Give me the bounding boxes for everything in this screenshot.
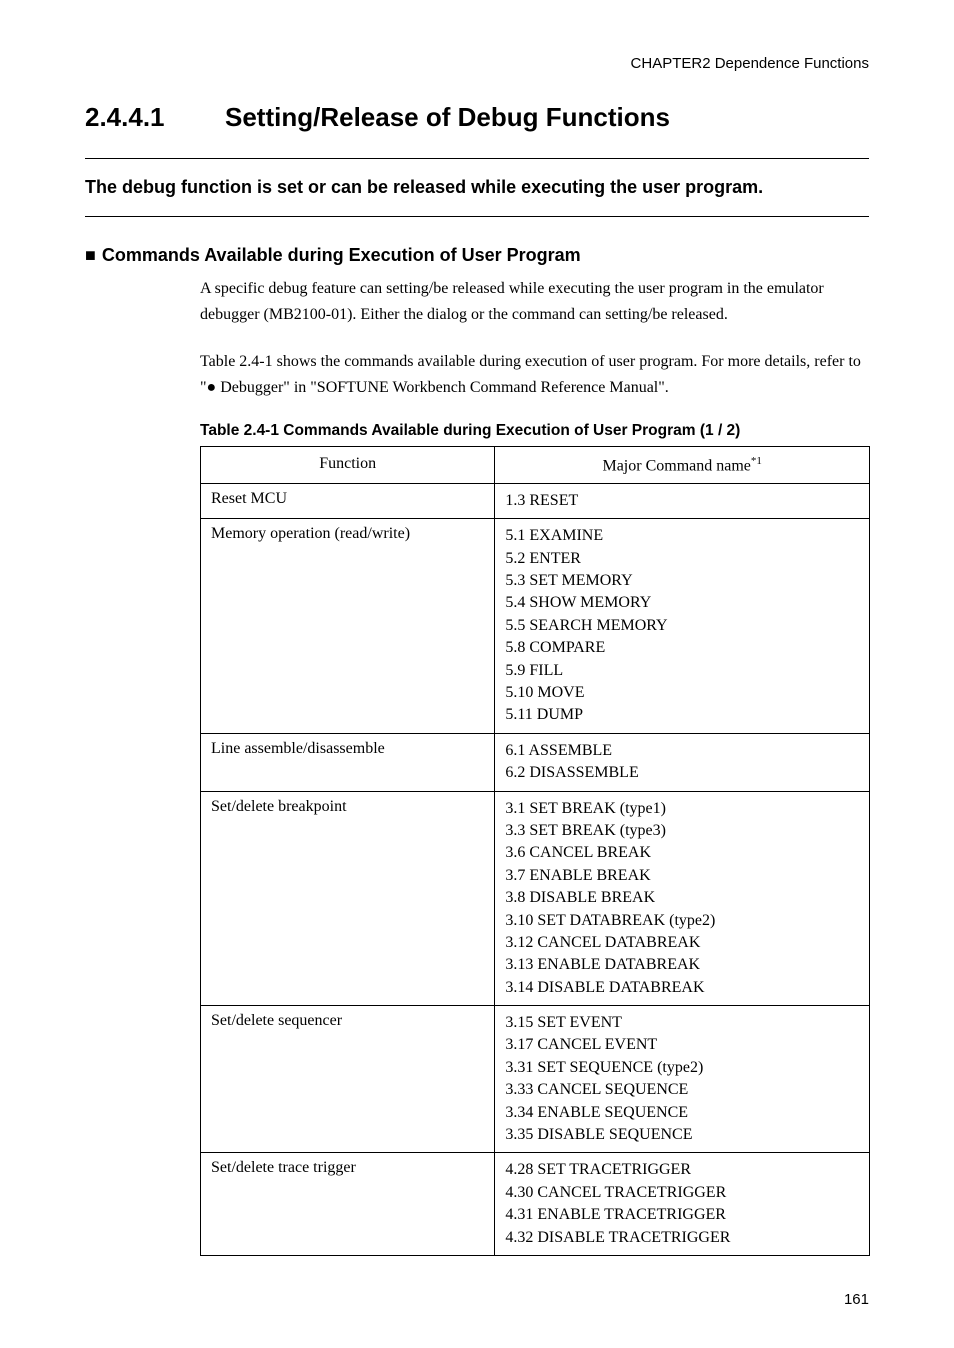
table-cell-function: Set/delete sequencer: [201, 1006, 495, 1153]
table-cell-commands: 3.1 SET BREAK (type1)3.3 SET BREAK (type…: [495, 791, 870, 1006]
table-header-command-label: Major Command name: [602, 457, 750, 474]
table-cell-function: Line assemble/disassemble: [201, 733, 495, 791]
table-row: Set/delete breakpoint3.1 SET BREAK (type…: [201, 791, 870, 1006]
paragraph-2: Table 2.4-1 shows the commands available…: [200, 349, 869, 402]
table-cell-commands: 4.28 SET TRACETRIGGER4.30 CANCEL TRACETR…: [495, 1153, 870, 1256]
divider-bottom: [85, 216, 869, 217]
subsection-heading: ■ Commands Available during Execution of …: [85, 245, 869, 266]
running-header: CHAPTER2 Dependence Functions: [85, 55, 869, 72]
table-header-command-sup: *1: [751, 455, 762, 467]
table-cell-function: Set/delete trace trigger: [201, 1153, 495, 1256]
section-number: 2.4.4.1: [85, 102, 225, 133]
table-header-function: Function: [201, 446, 495, 483]
table-row: Reset MCU1.3 RESET: [201, 483, 870, 518]
paragraph-1: A specific debug feature can setting/be …: [200, 276, 869, 329]
subsection-title: Commands Available during Execution of U…: [102, 245, 581, 265]
section-heading: 2.4.4.1 Setting/Release of Debug Functio…: [85, 102, 869, 133]
page-container: CHAPTER2 Dependence Functions 2.4.4.1 Se…: [0, 0, 954, 1348]
table-cell-function: Memory operation (read/write): [201, 519, 495, 734]
table-caption: Table 2.4-1 Commands Available during Ex…: [200, 422, 869, 440]
table-cell-function: Set/delete breakpoint: [201, 791, 495, 1006]
table-row: Set/delete trace trigger4.28 SET TRACETR…: [201, 1153, 870, 1256]
table-cell-commands: 1.3 RESET: [495, 483, 870, 518]
section-title: Setting/Release of Debug Functions: [225, 102, 869, 133]
section-intro: The debug function is set or can be rele…: [85, 159, 869, 216]
table-header-command: Major Command name*1: [495, 446, 870, 483]
commands-table: Function Major Command name*1 Reset MCU1…: [200, 446, 870, 1256]
page-number: 161: [85, 1291, 869, 1308]
table-header-row: Function Major Command name*1: [201, 446, 870, 483]
table-row: Memory operation (read/write)5.1 EXAMINE…: [201, 519, 870, 734]
table-cell-commands: 6.1 ASSEMBLE6.2 DISASSEMBLE: [495, 733, 870, 791]
table-row: Line assemble/disassemble6.1 ASSEMBLE6.2…: [201, 733, 870, 791]
table-cell-commands: 5.1 EXAMINE5.2 ENTER5.3 SET MEMORY5.4 SH…: [495, 519, 870, 734]
table-cell-commands: 3.15 SET EVENT3.17 CANCEL EVENT3.31 SET …: [495, 1006, 870, 1153]
body-text: A specific debug feature can setting/be …: [200, 276, 869, 402]
table-body: Reset MCU1.3 RESETMemory operation (read…: [201, 483, 870, 1255]
table-row: Set/delete sequencer3.15 SET EVENT3.17 C…: [201, 1006, 870, 1153]
square-bullet-icon: ■: [85, 245, 96, 266]
table-cell-function: Reset MCU: [201, 483, 495, 518]
